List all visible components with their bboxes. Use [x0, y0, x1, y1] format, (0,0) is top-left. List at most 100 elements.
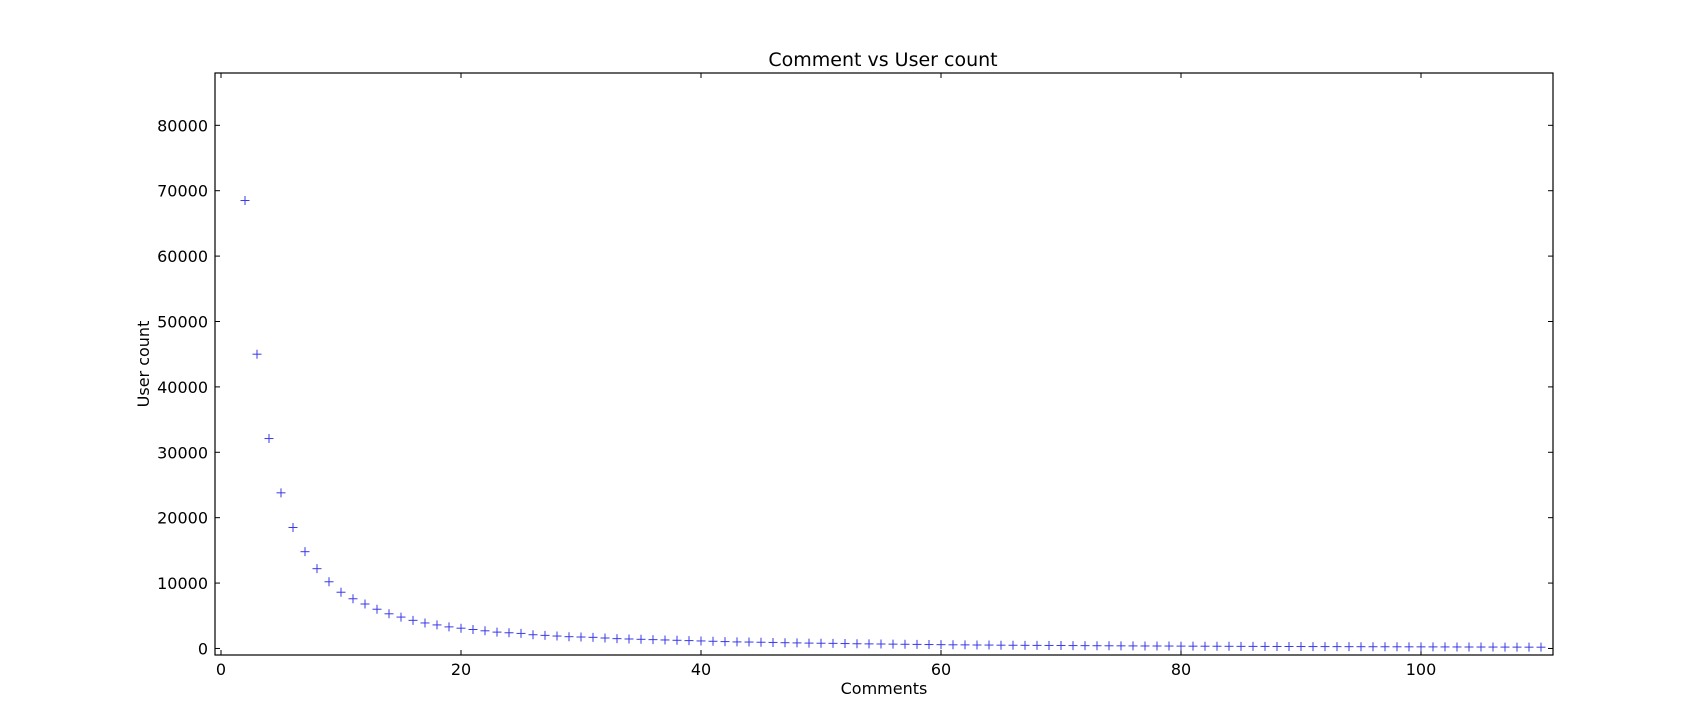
- data-point: [888, 639, 898, 649]
- x-axis-label: Comments: [841, 679, 928, 698]
- data-point: [1500, 642, 1510, 652]
- data-point: [900, 639, 910, 649]
- data-point: [840, 639, 850, 649]
- x-tick-label: 40: [691, 660, 711, 679]
- data-point: [1284, 641, 1294, 651]
- data-point: [636, 634, 646, 644]
- y-tick-label: 30000: [157, 443, 208, 462]
- data-point: [1428, 642, 1438, 652]
- data-point: [1080, 641, 1090, 651]
- data-point: [1176, 641, 1186, 651]
- data-point: [1164, 641, 1174, 651]
- data-point: [444, 622, 454, 632]
- x-axis-ticks: 0 20 40 60 80 100: [216, 73, 1436, 679]
- data-point: [468, 624, 478, 634]
- y-tick-label: 40000: [157, 378, 208, 397]
- data-point: [936, 640, 946, 650]
- y-axis-ticks: 0 10000 20000 30000 40000 50000 60000 70000 8000…: [157, 116, 1553, 658]
- y-tick-label: 80000: [157, 116, 208, 135]
- data-point: [1260, 641, 1270, 651]
- data-point: [960, 640, 970, 650]
- data-point: [336, 587, 346, 597]
- data-point: [432, 620, 442, 630]
- plot-area: [214, 72, 1554, 656]
- y-tick-label: 0: [198, 639, 208, 658]
- data-point: [1464, 642, 1474, 652]
- data-point: [1404, 642, 1414, 652]
- data-point: [780, 638, 790, 648]
- data-point: [1392, 642, 1402, 652]
- data-point: [756, 637, 766, 647]
- data-point: [1512, 642, 1522, 652]
- data-point: [1308, 642, 1318, 652]
- data-point: [588, 632, 598, 642]
- data-point: [504, 628, 514, 638]
- data-point: [396, 612, 406, 622]
- data-point: [1416, 642, 1426, 652]
- data-point: [792, 638, 802, 648]
- data-point: [684, 636, 694, 646]
- data-point: [1380, 642, 1390, 652]
- data-point: [1476, 642, 1486, 652]
- data-point: [288, 522, 298, 532]
- data-point: [696, 636, 706, 646]
- data-point: [240, 196, 250, 206]
- data-point: [612, 634, 622, 644]
- data-point: [564, 632, 574, 642]
- data-point: [984, 640, 994, 650]
- data-point: [1236, 641, 1246, 651]
- data-point: [576, 632, 586, 642]
- data-point: [1044, 640, 1054, 650]
- data-point: [1356, 642, 1366, 652]
- data-point: [1296, 642, 1306, 652]
- data-point: [528, 630, 538, 640]
- data-point: [1344, 642, 1354, 652]
- data-point: [648, 635, 658, 645]
- data-point: [1200, 641, 1210, 651]
- data-point: [372, 604, 382, 614]
- data-point: [1368, 642, 1378, 652]
- y-tick-label: 10000: [157, 574, 208, 593]
- data-point: [276, 488, 286, 498]
- y-tick-label: 50000: [157, 312, 208, 331]
- data-point: [1248, 641, 1258, 651]
- data-point: [348, 594, 358, 604]
- data-point: [732, 637, 742, 647]
- data-point: [672, 635, 682, 645]
- plot-frame: [214, 72, 1554, 656]
- data-point: [1104, 641, 1114, 651]
- data-point: [660, 635, 670, 645]
- data-point: [1092, 641, 1102, 651]
- data-point: [540, 630, 550, 640]
- data-point: [1332, 642, 1342, 652]
- data-point: [456, 623, 466, 633]
- data-point: [1212, 641, 1222, 651]
- data-point: [1536, 642, 1546, 652]
- data-point: [1440, 642, 1450, 652]
- data-point: [516, 628, 526, 638]
- data-point: [1140, 641, 1150, 651]
- data-point: [492, 627, 502, 637]
- data-point: [924, 640, 934, 650]
- y-axis-label: User count: [134, 321, 153, 408]
- y-tick-label: 70000: [157, 182, 208, 201]
- data-point: [864, 639, 874, 649]
- data-point: [600, 633, 610, 643]
- x-tick-label: 60: [931, 660, 951, 679]
- data-point: [1152, 641, 1162, 651]
- data-point: [828, 638, 838, 648]
- data-point: [408, 615, 418, 625]
- data-point: [708, 636, 718, 646]
- data-point: [360, 599, 370, 609]
- data-point: [1068, 641, 1078, 651]
- data-point: [324, 577, 334, 587]
- data-point: [720, 637, 730, 647]
- data-point: [300, 547, 310, 557]
- data-point: [948, 640, 958, 650]
- data-point: [1320, 642, 1330, 652]
- data-point: [996, 640, 1006, 650]
- data-point: [384, 609, 394, 619]
- data-point: [264, 434, 274, 444]
- data-point: [420, 618, 430, 628]
